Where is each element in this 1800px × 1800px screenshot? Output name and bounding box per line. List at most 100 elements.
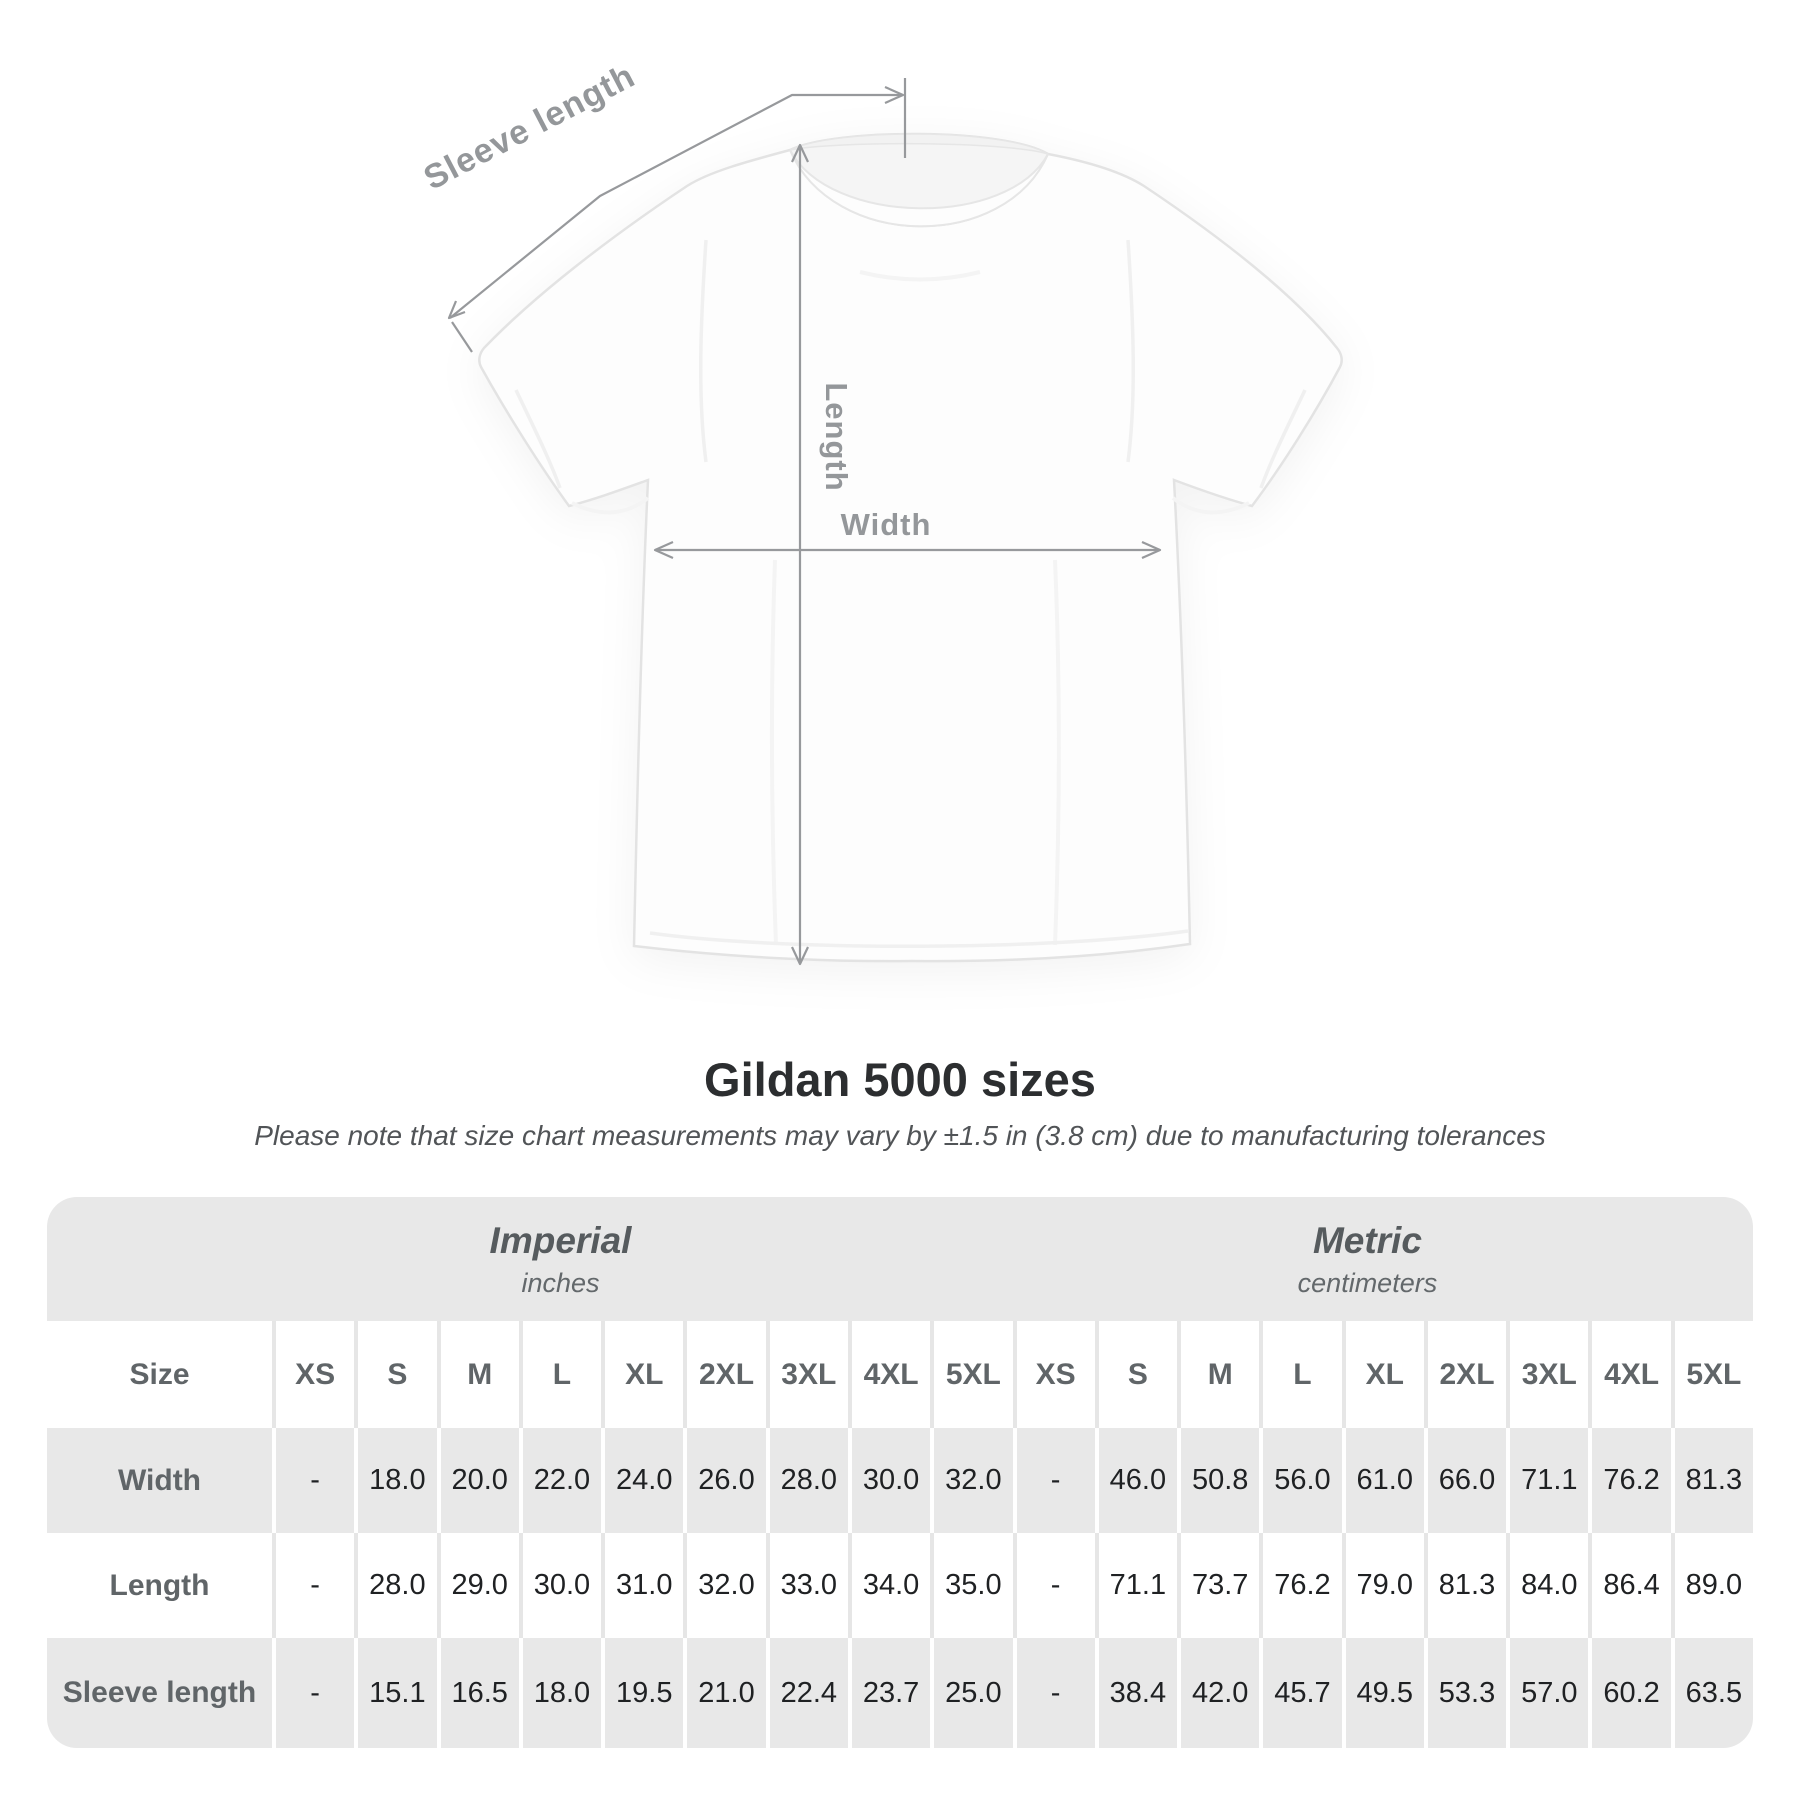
sleeve-length-dimension-line [447, 78, 907, 353]
sleeve-length-label: Sleeve length [418, 57, 642, 198]
group-header-imperial: Imperial inches [490, 1197, 632, 1321]
tshirt-body [478, 132, 1343, 963]
size-header-cell: 4XL [1588, 1321, 1670, 1428]
value-cell: 16.5 [436, 1638, 519, 1748]
row-label-cell: Width [117, 1463, 202, 1497]
value-cell: 76.2 [1259, 1533, 1341, 1638]
value-cell: 60.2 [1588, 1638, 1670, 1748]
group-header-metric: Metric centimeters [1298, 1197, 1438, 1321]
imperial-label: Imperial [489, 1219, 632, 1261]
value-cell: - [272, 1533, 354, 1638]
value-cell: 53.3 [1423, 1638, 1506, 1748]
value-cell: - [272, 1428, 354, 1533]
value-cell: - [272, 1638, 354, 1748]
value-cell: 33.0 [765, 1533, 848, 1638]
size-table: Imperial inches Metric centimeters Size X… [47, 1197, 1753, 1748]
size-header-cell: S [354, 1321, 436, 1428]
value-cell: 89.0 [1670, 1533, 1753, 1638]
value-cell: 46.0 [1094, 1428, 1177, 1533]
table-row: Sleeve length -15.1 16.5 18.0 19.5 21.0 22.4 23… [47, 1638, 1753, 1748]
width-label: Width [841, 507, 932, 542]
table-group-header: Imperial inches Metric centimeters [47, 1197, 1753, 1321]
size-header-cell: L [1259, 1321, 1341, 1428]
size-header-cell: M [436, 1321, 519, 1428]
size-header-cell: L [518, 1321, 601, 1428]
value-cell: 38.4 [1094, 1638, 1177, 1748]
value-cell: 20.0 [436, 1428, 519, 1533]
value-cell: 56.0 [1259, 1428, 1341, 1533]
value-cell: 19.5 [601, 1638, 683, 1748]
value-cell: 28.0 [765, 1428, 848, 1533]
value-cell: 66.0 [1423, 1428, 1506, 1533]
size-header-cell: 5XL [1670, 1321, 1753, 1428]
value-cell: 35.0 [930, 1533, 1012, 1638]
tshirt-illustration: Sleeve length Length Width [418, 57, 1343, 966]
value-cell: 25.0 [930, 1638, 1012, 1748]
value-cell: 42.0 [1177, 1638, 1259, 1748]
size-table-grid: Size XS S M L XL 2XL 3XL 4XL 5XL XS S M L XL 2XL 3XL 4XL 5… [47, 1321, 1753, 1748]
size-header-cell: 2XL [1423, 1321, 1506, 1428]
value-cell: 28.0 [354, 1533, 436, 1638]
size-column-header: Size [129, 1357, 190, 1391]
value-cell: 32.0 [683, 1533, 765, 1638]
table-row: Width -18.0 20.0 22.0 24.0 26.0 28.0 30.0 32.0-4… [47, 1428, 1753, 1533]
value-cell: - [1012, 1533, 1095, 1638]
value-cell: 22.4 [765, 1638, 848, 1748]
page-title: Gildan 5000 sizes [704, 1053, 1096, 1106]
size-header-cell: XS [272, 1321, 354, 1428]
size-header-cell: 3XL [1506, 1321, 1588, 1428]
row-label-cell: Length [109, 1568, 210, 1602]
row-label-cell: Sleeve length [62, 1676, 257, 1709]
page-subtitle: Please note that size chart measurements… [254, 1120, 1546, 1151]
size-header-cell: 2XL [683, 1321, 765, 1428]
value-cell: 71.1 [1094, 1533, 1177, 1638]
value-cell: 31.0 [601, 1533, 683, 1638]
length-dimension-line [791, 143, 809, 966]
value-cell: 81.3 [1423, 1533, 1506, 1638]
value-cell: 49.5 [1341, 1638, 1424, 1748]
metric-unit-label: centimeters [1297, 1267, 1438, 1298]
value-cell: 26.0 [683, 1428, 765, 1533]
size-header-cell: 4XL [847, 1321, 930, 1428]
value-cell: 61.0 [1341, 1428, 1424, 1533]
value-cell: 84.0 [1506, 1533, 1588, 1638]
size-header-cell: M [1177, 1321, 1259, 1428]
value-cell: 81.3 [1670, 1428, 1753, 1533]
width-dimension-line [653, 540, 1162, 560]
value-cell: 71.1 [1506, 1428, 1588, 1533]
size-header-cell: S [1094, 1321, 1177, 1428]
table-row: Size XS S M L XL 2XL 3XL 4XL 5XL XS S M L XL 2XL 3XL 4XL 5… [47, 1321, 1753, 1428]
value-cell: 57.0 [1506, 1638, 1588, 1748]
value-cell: 30.0 [518, 1533, 601, 1638]
value-cell: 34.0 [847, 1533, 930, 1638]
size-header-cell: XL [601, 1321, 683, 1428]
value-cell: 30.0 [847, 1428, 930, 1533]
value-cell: 79.0 [1341, 1533, 1424, 1638]
table-row: Length -28.0 29.0 30.0 31.0 32.0 33.0 34.0 35.0-… [47, 1533, 1753, 1638]
value-cell: 18.0 [518, 1638, 601, 1748]
value-cell: 76.2 [1588, 1428, 1670, 1533]
value-cell: - [1012, 1428, 1095, 1533]
imperial-unit-label: inches [521, 1267, 600, 1298]
value-cell: 18.0 [354, 1428, 436, 1533]
value-cell: 23.7 [847, 1638, 930, 1748]
size-header-cell: 3XL [765, 1321, 848, 1428]
value-cell: 63.5 [1670, 1638, 1753, 1748]
value-cell: 15.1 [354, 1638, 436, 1748]
value-cell: 29.0 [436, 1533, 519, 1638]
value-cell: 21.0 [683, 1638, 765, 1748]
value-cell: - [1012, 1638, 1095, 1748]
back-collar [789, 133, 1049, 155]
value-cell: 50.8 [1177, 1428, 1259, 1533]
value-cell: 24.0 [601, 1428, 683, 1533]
metric-label: Metric [1312, 1219, 1422, 1261]
value-cell: 86.4 [1588, 1533, 1670, 1638]
value-cell: 32.0 [930, 1428, 1012, 1533]
value-cell: 22.0 [518, 1428, 601, 1533]
size-header-cell: XS [1012, 1321, 1095, 1428]
size-header-cell: XL [1341, 1321, 1424, 1428]
value-cell: 45.7 [1259, 1638, 1341, 1748]
value-cell: 73.7 [1177, 1533, 1259, 1638]
length-label: Length [819, 382, 854, 491]
